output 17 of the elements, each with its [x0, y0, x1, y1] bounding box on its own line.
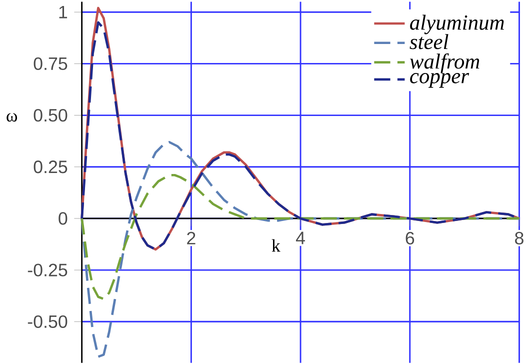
legend-label: steel — [410, 34, 448, 50]
y-tick-label: 0.75 — [34, 58, 68, 70]
y-tick-label: -0.25 — [28, 264, 68, 277]
legend-label: copper — [410, 73, 470, 88]
x-axis-title: k — [272, 239, 280, 252]
y-tick-label: 0.25 — [34, 160, 68, 174]
legend-label: walfrom — [410, 54, 480, 74]
y-tick-label: -0.50 — [28, 316, 68, 328]
y-tick-label: 1 — [59, 6, 68, 18]
y-tick-label: 0 — [58, 212, 68, 225]
x-tick-label: 6 — [406, 232, 414, 245]
x-tick-label: 8 — [515, 232, 524, 245]
x-tick-label: 2 — [187, 232, 196, 244]
x-tick-label: 4 — [296, 232, 305, 244]
legend-label: alyuminum — [410, 14, 504, 34]
y-axis-title: ω — [6, 113, 18, 122]
y-tick-label: 0.50 — [34, 109, 68, 122]
